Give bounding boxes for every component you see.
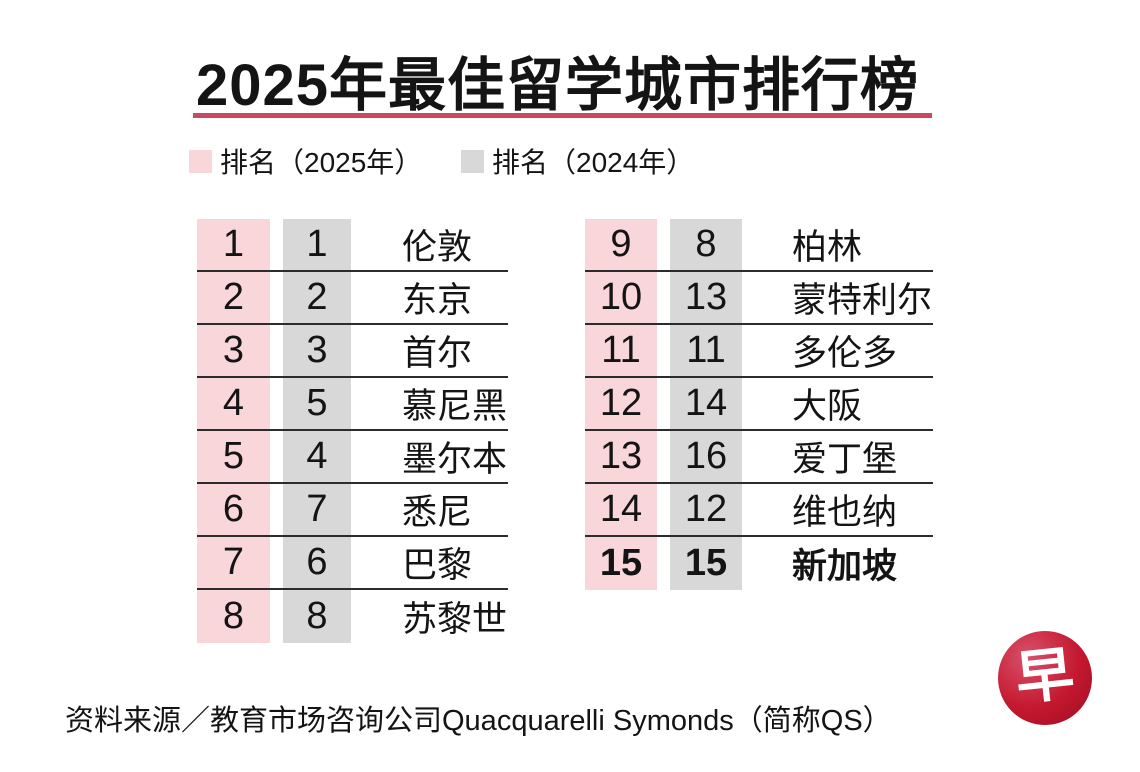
table-row: 12 14 大阪 <box>585 378 933 431</box>
table-row: 8 8 苏黎世 <box>197 590 508 643</box>
column-gap <box>270 431 283 482</box>
rank-2024-cell: 12 <box>670 484 742 535</box>
rank-2025-cell: 15 <box>585 537 657 590</box>
rank-2025-cell: 3 <box>197 325 270 376</box>
column-gap <box>657 537 670 590</box>
table-row: 7 6 巴黎 <box>197 537 508 590</box>
rank-2025-cell: 9 <box>585 219 657 270</box>
table-row: 3 3 首尔 <box>197 325 508 378</box>
rank-2025-cell: 4 <box>197 378 270 429</box>
city-cell: 首尔 <box>402 334 473 373</box>
rank-2025-cell: 8 <box>197 590 270 643</box>
legend-swatch-2025-icon <box>189 149 212 173</box>
table-row: 5 4 墨尔本 <box>197 431 508 484</box>
rank-2024-cell: 3 <box>283 325 351 376</box>
city-cell: 大阪 <box>792 387 863 426</box>
column-gap <box>657 484 670 535</box>
column-gap <box>657 272 670 323</box>
column-gap <box>657 219 670 270</box>
table-row: 13 16 爱丁堡 <box>585 431 933 484</box>
table-row: 6 7 悉尼 <box>197 484 508 537</box>
legend-label-2025: 排名（2025年） <box>220 147 423 178</box>
rank-2025-cell: 10 <box>585 272 657 323</box>
rank-2025-cell: 12 <box>585 378 657 429</box>
rank-2024-cell: 8 <box>670 219 742 270</box>
city-cell: 慕尼黑 <box>402 387 508 426</box>
column-gap <box>270 219 283 270</box>
title-underline <box>193 113 932 118</box>
city-cell: 蒙特利尔 <box>792 281 933 320</box>
rank-2024-cell: 5 <box>283 378 351 429</box>
ranking-table-right: 9 8 柏林 10 13 蒙特利尔 11 11 多伦多 12 14 大阪 13 … <box>585 219 933 590</box>
rank-2024-cell: 14 <box>670 378 742 429</box>
rank-2024-cell: 7 <box>283 484 351 535</box>
column-gap <box>657 431 670 482</box>
table-row: 9 8 柏林 <box>585 219 933 272</box>
city-cell: 苏黎世 <box>402 600 508 639</box>
rank-2024-cell: 2 <box>283 272 351 323</box>
city-cell: 巴黎 <box>402 546 473 585</box>
rank-2025-cell: 11 <box>585 325 657 376</box>
column-gap <box>657 378 670 429</box>
city-cell: 维也纳 <box>792 493 898 532</box>
rank-2024-cell: 13 <box>670 272 742 323</box>
rank-2025-cell: 5 <box>197 431 270 482</box>
table-row: 1 1 伦敦 <box>197 219 508 272</box>
rank-2025-cell: 13 <box>585 431 657 482</box>
table-row: 14 12 维也纳 <box>585 484 933 537</box>
table-row: 10 13 蒙特利尔 <box>585 272 933 325</box>
city-cell: 悉尼 <box>402 493 473 532</box>
city-cell: 墨尔本 <box>402 440 508 479</box>
column-gap <box>270 484 283 535</box>
city-cell: 多伦多 <box>792 334 898 373</box>
column-gap <box>270 590 283 643</box>
city-cell: 爱丁堡 <box>792 440 898 479</box>
column-gap <box>270 325 283 376</box>
column-gap <box>270 537 283 588</box>
rank-2024-cell: 6 <box>283 537 351 588</box>
zaobao-logo: 早 <box>998 631 1092 725</box>
rank-2025-cell: 6 <box>197 484 270 535</box>
rank-2025-cell: 1 <box>197 219 270 270</box>
city-cell: 东京 <box>402 281 473 320</box>
rank-2024-cell: 1 <box>283 219 351 270</box>
city-cell: 新加坡 <box>792 547 898 586</box>
rank-2024-cell: 15 <box>670 537 742 590</box>
rank-2024-cell: 8 <box>283 590 351 643</box>
city-cell: 伦敦 <box>402 228 473 267</box>
zaobao-logo-glyph: 早 <box>1012 639 1078 713</box>
rank-2025-cell: 14 <box>585 484 657 535</box>
rank-2024-cell: 4 <box>283 431 351 482</box>
page-title: 2025年最佳留学城市排行榜 <box>196 53 920 118</box>
ranking-table-left: 1 1 伦敦 2 2 东京 3 3 首尔 4 5 慕尼黑 5 4 墨尔本 <box>197 219 508 643</box>
legend-item-2025: 排名（2025年） <box>189 147 422 178</box>
column-gap <box>657 325 670 376</box>
column-gap <box>270 378 283 429</box>
table-row-highlighted: 15 15 新加坡 <box>585 537 933 590</box>
table-row: 2 2 东京 <box>197 272 508 325</box>
column-gap <box>270 272 283 323</box>
legend-label-2024: 排名（2024年） <box>492 147 695 178</box>
rank-2024-cell: 16 <box>670 431 742 482</box>
city-cell: 柏林 <box>792 228 863 267</box>
legend-item-2024: 排名（2024年） <box>461 147 694 178</box>
rank-2025-cell: 7 <box>197 537 270 588</box>
rank-2024-cell: 11 <box>670 325 742 376</box>
table-row: 4 5 慕尼黑 <box>197 378 508 431</box>
legend-swatch-2024-icon <box>461 149 484 173</box>
source-note: 资料来源／教育市场咨询公司Quacquarelli Symonds（简称QS） <box>65 705 892 737</box>
table-row: 11 11 多伦多 <box>585 325 933 378</box>
rank-2025-cell: 2 <box>197 272 270 323</box>
